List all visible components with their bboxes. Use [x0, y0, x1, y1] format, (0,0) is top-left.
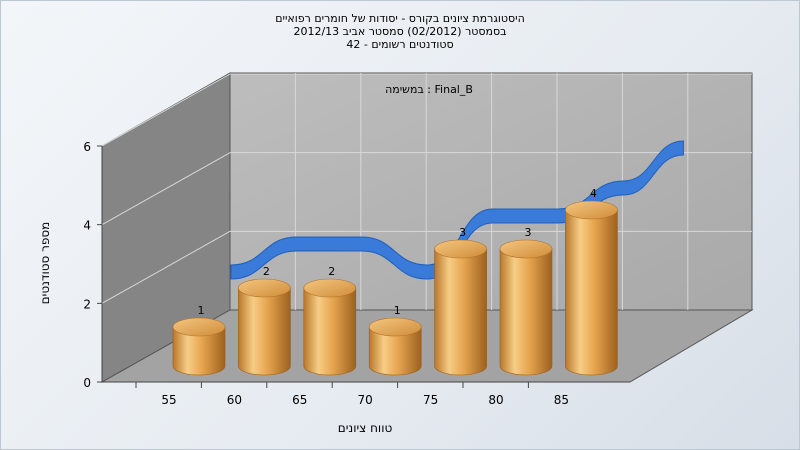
task-annotation: במשימה : Final_B [385, 83, 473, 96]
bar-value-label: 2 [328, 265, 335, 278]
bar-70: 1 [368, 304, 422, 376]
bar-value-label: 1 [394, 304, 401, 317]
bar-value-label: 3 [459, 226, 466, 239]
bar-body [565, 209, 618, 376]
bar-body [172, 326, 226, 376]
y-tick-label: 2 [83, 297, 91, 311]
back-wall [229, 72, 753, 311]
bar-top [499, 239, 553, 259]
bar-80: 3 [499, 226, 553, 376]
x-tick-label: 65 [292, 393, 307, 407]
chart-subtitle-semester: בסמסטר (02/2012) סמסטר אביב 2012/13 [293, 25, 507, 38]
distribution-curve [230, 140, 684, 280]
bar-body [238, 287, 291, 376]
x-axis-ticks: 55 60 65 70 75 80 85 [135, 382, 569, 407]
x-tick-label: 55 [161, 393, 176, 407]
bars-group: 1 2 2 1 3 3 4 [172, 187, 618, 376]
bar-body [499, 248, 553, 376]
y-tick-label: 4 [83, 219, 91, 233]
gridline-side [101, 73, 231, 147]
x-tick-label: 70 [358, 393, 373, 407]
bar-55: 1 [172, 304, 226, 376]
chart-title: היסטוגרמת ציונים בקורס - יסודות של חומרי… [275, 12, 525, 25]
bar-body [434, 248, 487, 376]
bar-value-label: 3 [525, 226, 532, 239]
bar-65: 2 [303, 265, 357, 376]
y-tick-label: 0 [83, 376, 91, 390]
bar-top [172, 317, 226, 337]
bar-body [368, 326, 422, 376]
bar-85: 4 [565, 187, 618, 376]
x-tick-label: 75 [423, 393, 438, 407]
bar-body [303, 287, 357, 376]
bar-value-label: 1 [198, 304, 205, 317]
bar-top [565, 200, 618, 220]
chart-subtitle-enrolled: סטודנטים רשומים - 42 [346, 38, 454, 51]
y-axis-title: מספר סטודנטים [38, 222, 52, 305]
y-axis-ticks: 0 2 4 6 [83, 140, 102, 390]
bar-top [434, 239, 487, 259]
gridlines [101, 73, 752, 310]
gridline-side [101, 152, 231, 226]
bar-75: 3 [434, 226, 487, 376]
bar-60: 2 [238, 265, 291, 376]
bar-top [368, 317, 422, 337]
x-tick-label: 60 [227, 393, 242, 407]
x-axis-title: טווח ציונים [338, 421, 393, 435]
gridline-side [101, 230, 231, 304]
bar-value-label: 4 [590, 187, 597, 200]
bar-top [238, 278, 291, 298]
bar-top [303, 278, 357, 298]
x-tick-label: 85 [554, 393, 569, 407]
bar-value-label: 2 [263, 265, 270, 278]
y-tick-label: 6 [83, 140, 91, 154]
x-tick-label: 80 [488, 393, 503, 407]
